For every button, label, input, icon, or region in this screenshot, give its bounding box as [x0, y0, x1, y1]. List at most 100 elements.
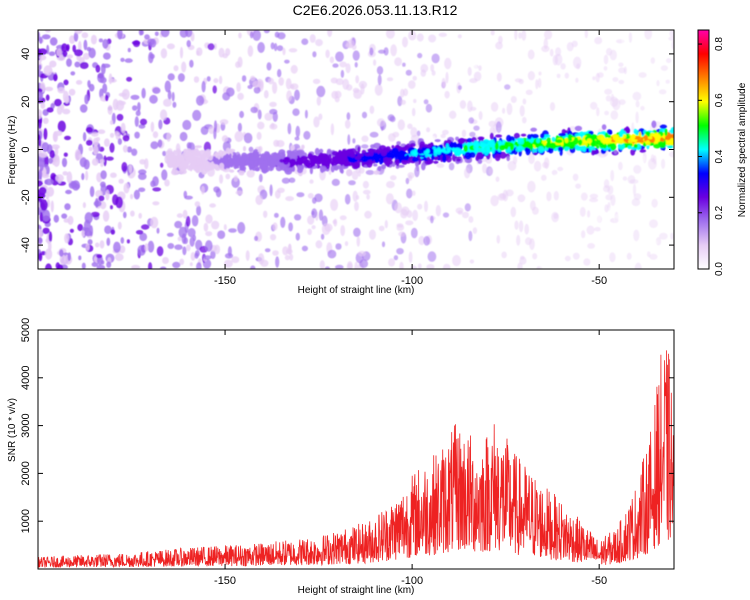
heatmap-cell — [466, 138, 473, 143]
heatmap-cell — [423, 236, 431, 246]
heatmap-cell — [541, 45, 550, 53]
heatmap-cell — [483, 145, 490, 152]
heatmap-cell — [162, 257, 169, 264]
heatmap-cell — [603, 185, 611, 193]
heatmap-cell — [408, 80, 416, 89]
heatmap-cell — [309, 167, 313, 175]
heatmap-cell — [237, 56, 243, 68]
heatmap-cell — [643, 135, 648, 140]
heatmap-cell — [414, 166, 420, 178]
heatmap-cell — [406, 188, 413, 199]
heatmap-cell — [357, 250, 366, 257]
heatmap-cell — [163, 98, 172, 107]
heatmap-cell — [270, 42, 275, 50]
heatmap-cell — [356, 195, 360, 200]
heatmap-cell — [604, 110, 609, 116]
heatmap-cell — [104, 225, 112, 234]
heatmap-cell — [335, 51, 344, 62]
heatmap-cell — [666, 147, 673, 153]
heatmap-cell — [114, 253, 124, 261]
heatmap-cell — [233, 175, 238, 182]
heatmap-cell — [366, 78, 372, 89]
heatmap-cell — [433, 160, 439, 164]
heatmap-cell — [123, 211, 127, 219]
heatmap-cell — [515, 147, 521, 152]
heatmap-cell — [126, 76, 133, 82]
heatmap-cell — [400, 208, 408, 219]
heatmap-cell — [287, 123, 292, 135]
heatmap-cell — [43, 127, 48, 140]
heatmap-cell — [573, 137, 579, 145]
heatmap-cell — [394, 57, 402, 67]
heatmap-cell — [639, 149, 647, 153]
heatmap-cell — [218, 75, 223, 85]
heatmap-cell — [223, 161, 229, 166]
heatmap-cell — [64, 233, 70, 244]
heatmap-cell — [167, 73, 175, 81]
heatmap-cell — [523, 141, 531, 145]
heatmap-cell — [274, 212, 279, 218]
heatmap-cell — [553, 213, 559, 219]
heatmap-cell — [128, 164, 133, 174]
heatmap-cell — [64, 135, 71, 141]
heatmap-cell — [179, 46, 184, 59]
heatmap-cell — [312, 78, 321, 85]
heatmap-cell — [330, 123, 335, 136]
heatmap-cell — [633, 122, 637, 128]
heatmap-cell — [309, 34, 316, 43]
heatmap-cell — [250, 164, 255, 168]
snr-x-tick-label: -150 — [214, 575, 236, 587]
heatmap-cell — [252, 30, 261, 41]
heatmap-cell — [618, 62, 624, 67]
heatmap-cell — [276, 140, 285, 148]
heatmap-cell — [633, 165, 642, 174]
heatmap-cell — [514, 78, 523, 83]
heatmap-cell — [159, 266, 167, 269]
heatmap-cell — [400, 99, 406, 105]
heatmap-cell — [590, 101, 598, 110]
heatmap-cell — [456, 158, 461, 162]
heatmap-cell — [548, 146, 554, 154]
heatmap-cell — [477, 147, 484, 153]
heatmap-cell — [160, 162, 164, 168]
heatmap-x-ticks: -150 -100 -50 — [214, 30, 607, 287]
colorbar-tick-label: 0.2 — [714, 205, 725, 219]
heatmap-cell — [533, 160, 542, 172]
heatmap-cell — [373, 163, 378, 167]
heatmap-cell — [412, 75, 417, 81]
heatmap-cell — [237, 92, 244, 100]
heatmap-cell — [79, 62, 89, 69]
heatmap-cell — [438, 32, 447, 37]
heatmap-cell — [523, 122, 532, 132]
heatmap-cell — [110, 205, 113, 210]
heatmap-cell — [538, 71, 542, 76]
heatmap-cell — [527, 71, 536, 81]
heatmap-cell — [555, 139, 563, 144]
heatmap-cell — [100, 181, 106, 188]
heatmap-cell — [594, 36, 603, 45]
heatmap-cell — [41, 173, 50, 179]
heatmap-cell — [659, 124, 667, 129]
heatmap-cell — [324, 266, 330, 269]
heatmap-cell — [553, 173, 559, 182]
heatmap-cell — [391, 145, 395, 149]
heatmap-cell — [186, 244, 191, 252]
heatmap-cell — [102, 38, 109, 49]
heatmap-cell — [77, 223, 84, 232]
heatmap-cell — [494, 142, 499, 150]
heatmap-cell — [374, 84, 383, 96]
heatmap-cell — [445, 143, 450, 151]
heatmap-cell — [39, 199, 48, 211]
heatmap-cell — [54, 98, 62, 107]
heatmap-cell — [121, 162, 128, 172]
heatmap-cell — [141, 224, 150, 230]
heatmap-cell — [40, 102, 46, 109]
heatmap-cell — [381, 241, 386, 248]
heatmap-cell — [361, 144, 369, 149]
heatmap-cell — [628, 32, 633, 43]
heatmap-cell — [131, 264, 141, 269]
heatmap-cell — [257, 42, 265, 53]
heatmap-cell — [527, 180, 536, 193]
heatmap-cell — [272, 250, 279, 256]
heatmap-cell — [244, 159, 250, 165]
